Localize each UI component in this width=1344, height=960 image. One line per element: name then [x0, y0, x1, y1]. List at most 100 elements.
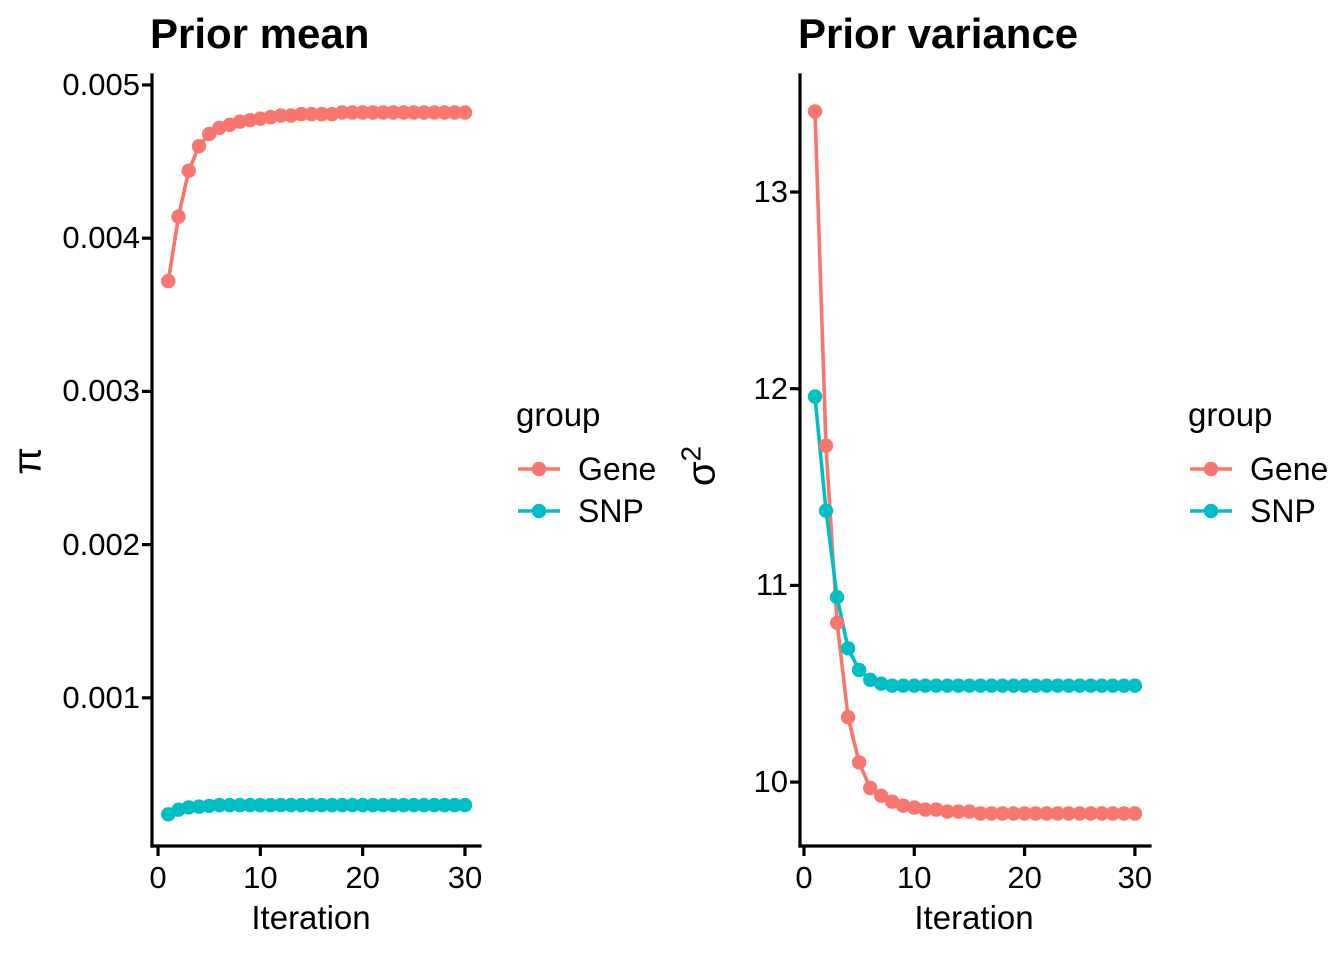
data-point-snp: [345, 797, 360, 813]
data-point-gene: [818, 438, 834, 453]
x-tick-label: 20: [345, 860, 380, 895]
data-point-snp: [212, 797, 227, 813]
data-point-gene: [962, 804, 977, 819]
data-point-gene: [995, 806, 1010, 821]
y-tick-label: 0.003: [62, 373, 140, 409]
data-point-snp: [1105, 678, 1121, 693]
panel-title-prior-variance: Prior variance: [798, 10, 1079, 57]
data-point-snp: [222, 797, 237, 813]
legend-label-gene: Gene: [578, 450, 657, 487]
data-point-snp: [918, 678, 933, 693]
x-axis-label-left: Iteration: [251, 899, 371, 936]
data-point-gene: [1127, 806, 1143, 821]
data-point-snp: [874, 676, 889, 691]
data-point-snp: [253, 797, 268, 813]
x-tick-label: 0: [149, 860, 167, 895]
legend-right: group Gene SNP: [1188, 396, 1328, 532]
data-point-snp: [1061, 678, 1076, 693]
data-point-snp: [242, 797, 258, 813]
data-point-gene: [365, 105, 381, 120]
data-point-gene: [375, 105, 391, 120]
y-tick-label: 10: [753, 764, 788, 800]
legend-entry-gene: Gene: [1188, 448, 1328, 490]
data-point-gene: [863, 780, 878, 796]
data-point-gene: [1105, 806, 1121, 821]
series-line-gene: [813, 109, 1137, 816]
data-point-gene: [396, 105, 411, 120]
x-tick-label: 10: [897, 860, 932, 895]
data-point-gene: [1028, 806, 1043, 821]
data-point-gene: [273, 108, 288, 123]
legend-key-snp-icon: [518, 503, 560, 519]
data-point-snp: [907, 678, 922, 693]
data-point-snp: [314, 797, 329, 813]
data-point-gene: [355, 105, 370, 120]
data-point-snp: [962, 678, 977, 693]
legend-entry-snp: SNP: [516, 490, 656, 532]
y-tick-label: 12: [753, 370, 788, 406]
data-point-snp: [1127, 678, 1143, 693]
data-point-snp: [807, 389, 823, 404]
data-point-gene: [1006, 806, 1021, 821]
data-point-snp: [355, 797, 370, 813]
legend-label-gene: Gene: [1250, 450, 1329, 487]
x-tick-label: 30: [1117, 860, 1153, 895]
data-point-gene: [161, 273, 176, 289]
data-point-snp: [437, 797, 452, 813]
data-point-gene: [437, 105, 452, 120]
data-point-snp: [416, 797, 432, 813]
data-point-gene: [314, 106, 329, 122]
x-tick-label: 10: [243, 860, 278, 895]
data-point-gene: [1039, 806, 1054, 821]
legend-title: group: [1188, 396, 1273, 433]
data-point-gene: [1017, 806, 1032, 821]
data-point-snp: [335, 797, 350, 813]
data-point-snp: [396, 797, 411, 813]
data-point-snp: [840, 641, 856, 656]
y-tick-label: 0.004: [62, 220, 140, 256]
data-point-snp: [304, 797, 319, 813]
data-point-snp: [973, 678, 988, 693]
data-point-snp: [1028, 678, 1043, 693]
data-point-snp: [951, 678, 966, 693]
legend-key-gene-icon: [1190, 461, 1232, 477]
legend-key-snp-icon: [1190, 503, 1232, 519]
data-point-snp: [1116, 678, 1132, 693]
data-point-gene: [829, 615, 845, 630]
data-point-gene: [447, 105, 462, 120]
y-axis-label-sigma-squared: σ2: [675, 446, 724, 486]
data-point-gene: [304, 106, 319, 122]
data-point-snp: [324, 797, 340, 813]
data-point-snp: [294, 797, 309, 813]
data-point-snp: [386, 797, 401, 813]
legend-key-gene-icon: [518, 461, 560, 477]
data-point-snp: [1072, 678, 1087, 693]
data-point-gene: [1061, 806, 1076, 821]
y-tick-label: 0.001: [62, 679, 140, 715]
x-tick-label: 0: [795, 860, 813, 895]
data-point-snp: [929, 678, 944, 693]
legend-title: group: [516, 396, 601, 433]
data-point-gene: [840, 710, 856, 725]
data-point-gene: [973, 806, 988, 821]
data-point-snp: [1094, 678, 1110, 693]
data-point-snp: [1006, 678, 1021, 693]
data-point-gene: [1094, 806, 1110, 821]
data-point-snp: [851, 662, 867, 678]
data-point-gene: [907, 800, 922, 815]
data-point-snp: [995, 678, 1010, 693]
y-tick-label: 0.005: [62, 66, 140, 102]
series-line-snp: [813, 394, 1137, 688]
data-point-gene: [427, 105, 442, 120]
data-point-gene: [171, 209, 186, 224]
data-point-snp: [829, 590, 845, 605]
data-point-snp: [427, 797, 442, 813]
data-point-gene: [951, 804, 966, 819]
data-point-gene: [851, 755, 867, 770]
x-tick-label: 20: [1007, 860, 1042, 895]
data-point-gene: [807, 104, 823, 119]
sigma-symbol: σ: [679, 461, 724, 487]
data-point-snp: [1017, 678, 1032, 693]
